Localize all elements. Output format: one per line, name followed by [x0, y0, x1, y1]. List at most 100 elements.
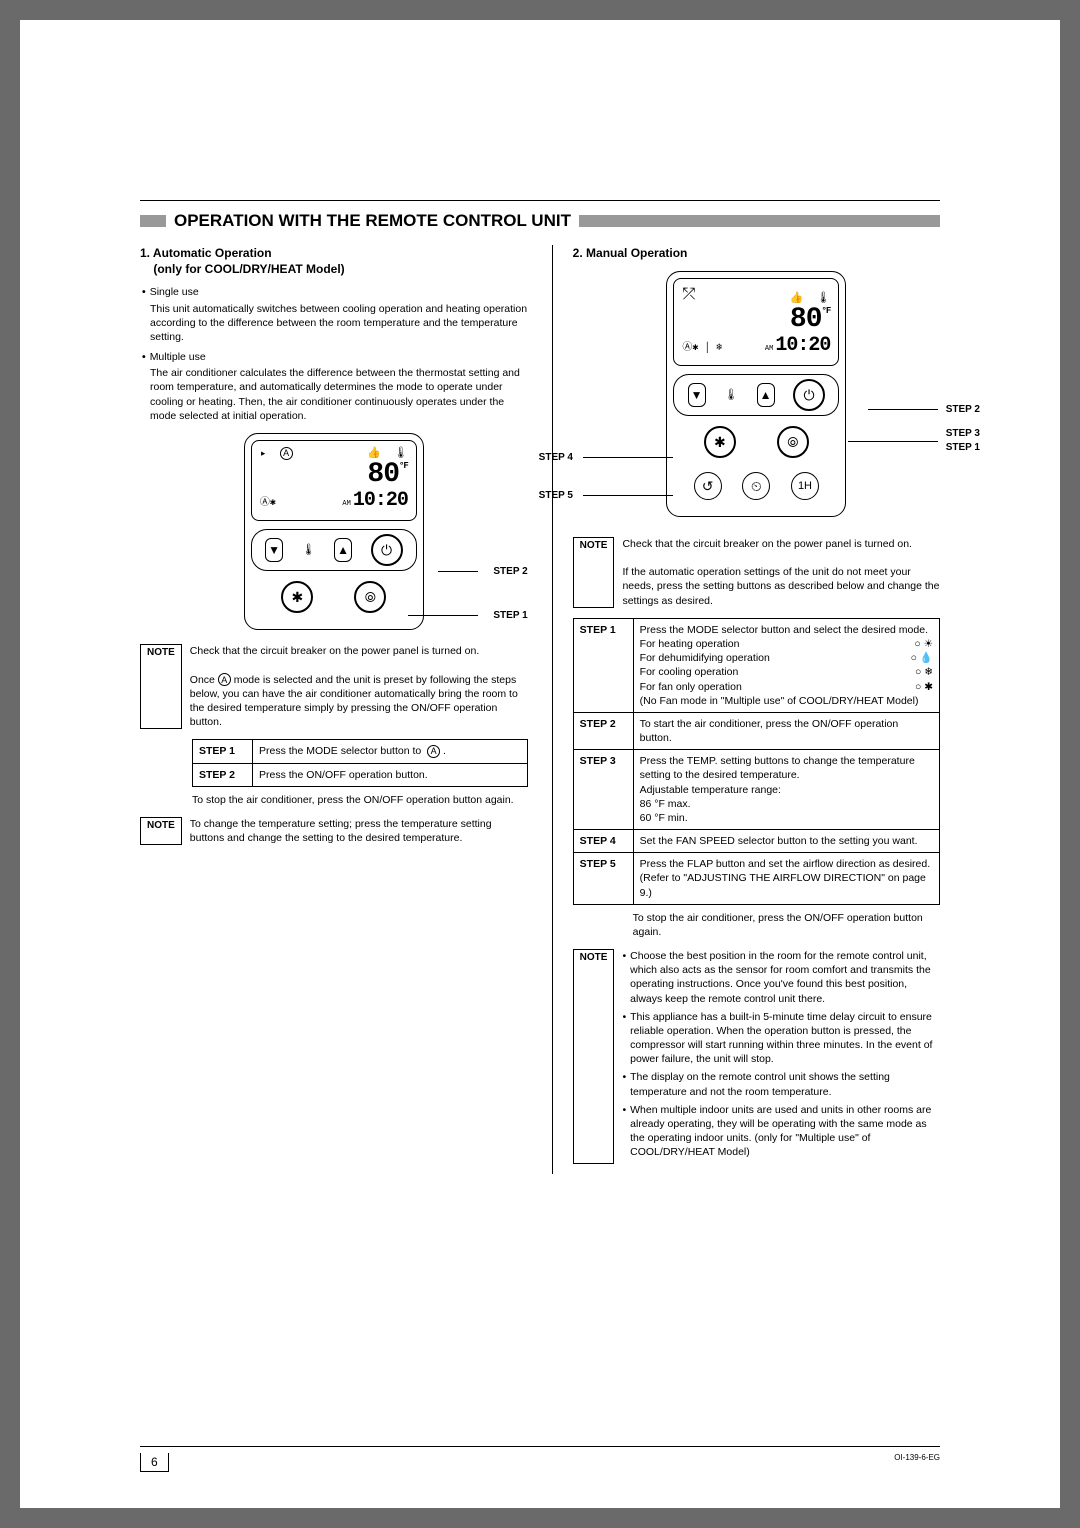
timer-1h-button[interactable]: 1H: [791, 472, 819, 500]
display-signal-icon: ⤱: [682, 285, 695, 307]
display-mode-icons: Ⓐ✱ │ ❄: [682, 342, 722, 356]
note-label: NOTE: [140, 644, 182, 729]
note-bullet: •The display on the remote control unit …: [622, 1070, 940, 1098]
note-row-r2: NOTE •Choose the best position in the ro…: [573, 949, 940, 1163]
step-label: STEP 2: [573, 712, 633, 749]
callout-step2: STEP 2: [493, 565, 527, 579]
single-use-block: Single use This unit automatically switc…: [150, 285, 528, 344]
multi-use-text: The air conditioner calculates the diffe…: [150, 366, 528, 423]
display-time: 10:20: [775, 334, 830, 357]
note-label: NOTE: [573, 537, 615, 608]
page-footer: 6 OI-139-6-EG: [140, 1446, 940, 1472]
note-text-r2: •Choose the best position in the room fo…: [622, 949, 940, 1163]
remote-auto-wrap: ▸ A 👍 🌡 80°F Ⓐ✱ AM10:20 ▼: [140, 433, 528, 630]
remote-manual-display: ⤱ 👍 🌡 80°F Ⓐ✱ │ ❄ AM10:20: [673, 278, 839, 366]
fan-icon: ○ ✱: [903, 680, 933, 694]
left-heading-sub: (only for COOL/DRY/HEAT Model): [153, 262, 344, 276]
mode-button[interactable]: ✱: [704, 426, 736, 458]
note-row-1: NOTE Check that the circuit breaker on t…: [140, 644, 528, 729]
remote-row-timer: ↺ ⏲ 1H: [673, 468, 839, 504]
remote-row-mode: ✱ ⦾: [673, 422, 839, 462]
fan-button[interactable]: ⦾: [777, 426, 809, 458]
thermo-icon: 🌡: [724, 388, 738, 403]
note-label: NOTE: [573, 949, 615, 1163]
display-ampm: AM: [342, 500, 350, 508]
onoff-button[interactable]: ⏻: [371, 534, 403, 566]
remote-row-temp: ▼ 🌡 ▲ ⏻: [673, 374, 839, 416]
step-label: STEP 1: [193, 740, 253, 763]
top-rule: [140, 200, 940, 201]
display-temp: 80°F: [790, 307, 830, 332]
note1-a: Check that the circuit breaker on the po…: [190, 644, 528, 658]
step-label: STEP 3: [573, 750, 633, 830]
remote-manual-wrap: ⤱ 👍 🌡 80°F Ⓐ✱ │ ❄ AM10:20 ▼: [573, 271, 940, 517]
table-row: STEP 2 Press the ON/OFF operation button…: [193, 763, 528, 786]
note-text-r1: Check that the circuit breaker on the po…: [622, 537, 940, 608]
columns: 1. Automatic Operation (only for COOL/DR…: [140, 245, 940, 1174]
callout-step1: STEP 1: [946, 441, 980, 455]
after-table-text: To stop the air conditioner, press the O…: [192, 793, 528, 807]
page-number: 6: [140, 1453, 169, 1472]
step-label: STEP 4: [573, 830, 633, 853]
step-label: STEP 1: [573, 618, 633, 712]
auto-steps-table: STEP 1 Press the MODE selector button to…: [192, 739, 528, 786]
after-table-r: To stop the air conditioner, press the O…: [633, 911, 940, 939]
display-ampm: AM: [765, 345, 773, 353]
right-heading-num: 2.: [573, 246, 583, 260]
callout-step2: STEP 2: [946, 403, 980, 417]
note-text-1: Check that the circuit breaker on the po…: [190, 644, 528, 729]
title-text: OPERATION WITH THE REMOTE CONTROL UNIT: [174, 211, 571, 231]
temp-up-button[interactable]: ▲: [757, 383, 775, 407]
table-row: STEP 1 Press the MODE selector button to…: [193, 740, 528, 763]
remote-manual: ⤱ 👍 🌡 80°F Ⓐ✱ │ ❄ AM10:20 ▼: [666, 271, 846, 517]
multi-use-label: Multiple use: [150, 350, 528, 364]
callout-line-step2: [438, 571, 478, 572]
display-time: 10:20: [353, 489, 408, 512]
remote-auto: ▸ A 👍 🌡 80°F Ⓐ✱ AM10:20 ▼: [244, 433, 424, 630]
temp-down-button[interactable]: ▼: [265, 538, 283, 562]
note-row-2: NOTE To change the temperature setting; …: [140, 817, 528, 845]
remote-auto-display: ▸ A 👍 🌡 80°F Ⓐ✱ AM10:20: [251, 440, 417, 521]
droplet-icon: ○ 💧: [903, 651, 933, 665]
left-heading-num: 1.: [140, 246, 150, 260]
table-row: STEP 2 To start the air conditioner, pre…: [573, 712, 939, 749]
temp-down-button[interactable]: ▼: [688, 383, 706, 407]
step-label: STEP 5: [573, 853, 633, 905]
fan-button[interactable]: ⦾: [354, 581, 386, 613]
manual-page: OPERATION WITH THE REMOTE CONTROL UNIT 1…: [20, 20, 1060, 1508]
step-label: STEP 2: [193, 763, 253, 786]
table-row: STEP 5 Press the FLAP button and set the…: [573, 853, 939, 905]
callout-line-step1: [408, 615, 478, 616]
onoff-button[interactable]: ⏻: [793, 379, 825, 411]
note-bullet: •This appliance has a built-in 5-minute …: [622, 1010, 940, 1067]
mode-button[interactable]: ✱: [281, 581, 313, 613]
step-text: Press the MODE selector button and selec…: [633, 618, 939, 712]
title-bar-right: [579, 215, 940, 227]
step-text: Press the TEMP. setting buttons to chang…: [633, 750, 939, 830]
sun-icon: ○ ☀: [903, 637, 933, 651]
note-bullet: •Choose the best position in the room fo…: [622, 949, 940, 1006]
step-text: Set the FAN SPEED selector button to the…: [633, 830, 939, 853]
timer-set-button[interactable]: ⏲: [742, 472, 770, 500]
note1-b: Once A mode is selected and the unit is …: [190, 673, 528, 730]
flap-button[interactable]: ↺: [694, 472, 722, 500]
left-column: 1. Automatic Operation (only for COOL/DR…: [140, 245, 528, 1174]
right-heading: 2. Manual Operation: [573, 245, 940, 261]
auto-steps-wrap: STEP 1 Press the MODE selector button to…: [192, 739, 528, 807]
step-text: Press the ON/OFF operation button.: [253, 763, 528, 786]
display-mode-icons: Ⓐ✱: [260, 497, 276, 511]
manual-steps-table: STEP 1 Press the MODE selector button an…: [573, 618, 940, 905]
right-heading-text: Manual Operation: [586, 246, 687, 260]
doc-ref: OI-139-6-EG: [894, 1453, 940, 1472]
title-bar-left: [140, 215, 166, 227]
callout-step5: STEP 5: [539, 489, 573, 503]
note-r1-a: Check that the circuit breaker on the po…: [622, 537, 940, 551]
step-text: Press the MODE selector button to A .: [253, 740, 528, 763]
snowflake-icon: ○ ❄: [903, 665, 933, 679]
callout-step3: STEP 3: [946, 427, 980, 441]
callout-step1: STEP 1: [493, 609, 527, 623]
temp-up-button[interactable]: ▲: [334, 538, 352, 562]
single-use-label: Single use: [150, 285, 528, 299]
left-heading: 1. Automatic Operation (only for COOL/DR…: [140, 245, 528, 277]
section-title: OPERATION WITH THE REMOTE CONTROL UNIT: [140, 211, 940, 231]
